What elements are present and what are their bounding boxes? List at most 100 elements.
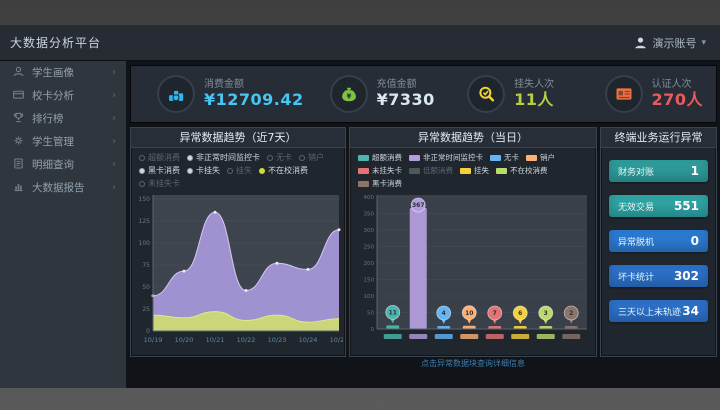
bar[interactable] (462, 325, 476, 329)
legend-label: 挂失 (236, 166, 252, 175)
legend-item-swatch[interactable]: 低额消费 (409, 165, 453, 176)
kpi-strip: 消费金额 ¥12709.42 ¥ 充值金额 ¥7330 挂失人次 11人 认证人次 270人 (130, 65, 717, 123)
app-title: 大数据分析平台 (10, 36, 102, 50)
sidebar-item-trophy[interactable]: 排行榜 › (0, 107, 126, 130)
legend-item-radio[interactable]: 黑卡消费 (139, 165, 180, 176)
legend-item-swatch[interactable]: 超额消费 (358, 152, 402, 163)
legend-item-swatch[interactable]: 未挂失卡 (358, 165, 402, 176)
coins-icon (157, 75, 195, 113)
svg-text:100: 100 (139, 240, 151, 247)
bar[interactable] (386, 325, 400, 329)
svg-text:6: 6 (518, 310, 522, 317)
terminal-anomaly-label: 财务对账 (618, 167, 655, 178)
terminal-anomaly-item[interactable]: 财务对账 1 (609, 160, 708, 182)
legend-radio-dot (139, 180, 145, 187)
legend-radio-dot (259, 167, 265, 174)
sidebar-item-label: 校卡分析 (32, 90, 74, 102)
chart-footer-hint[interactable]: 点击异常数据块查询详细信息 (421, 359, 525, 368)
sidebar-item-user[interactable]: 学生画像 › (0, 61, 126, 84)
legend-item-radio[interactable]: 未挂失卡 (139, 178, 180, 189)
legend-label: 未挂失卡 (148, 179, 180, 188)
chevron-right-icon: › (112, 67, 116, 78)
terminal-anomaly-value: 551 (673, 199, 699, 213)
legend-swatch (358, 154, 369, 161)
legend-label: 非正常时间监控卡 (423, 153, 483, 162)
bar[interactable] (539, 326, 553, 329)
terminal-anomaly-item[interactable]: 异常脱机 0 (609, 230, 708, 252)
legend-item-swatch[interactable]: 销户 (526, 152, 555, 163)
legend-radio-dot (139, 167, 145, 174)
terminal-anomaly-value: 302 (673, 269, 699, 283)
hand-card-icon (467, 75, 506, 113)
terminal-anomaly-label: 异常脱机 (618, 237, 655, 248)
legend-label: 超额消费 (372, 153, 402, 162)
legend-label: 不在校消费 (268, 166, 308, 175)
legend-item-radio[interactable]: 挂失 (227, 165, 252, 176)
kpi-card: 挂失人次 11人 (441, 75, 578, 113)
legend-swatch (358, 180, 369, 187)
panel-trend-today: 异常数据趋势（当日） 超额消费 非正常时间监控卡 无卡 销户未挂失卡 低额消费 挂失 不在校… (349, 127, 597, 368)
kpi-label: 认证人次 (651, 79, 692, 91)
svg-text:100: 100 (364, 294, 375, 300)
bar-chart[interactable]: 0 50 100 150 200 250 300 350 400 11 367 4 10 7 6 3 2 (353, 193, 593, 359)
bar[interactable] (409, 207, 427, 329)
area-chart[interactable]: 0 25 50 75 100 125 150 10/19 10/20 10/21 10/22 10/2… (133, 193, 343, 359)
kpi-text: 挂失人次 11人 (514, 79, 554, 109)
terminal-anomaly-label: 坏卡统计 (618, 272, 655, 283)
kpi-card: ¥ 充值金额 ¥7330 (304, 75, 441, 113)
terminal-anomaly-item[interactable]: 坏卡统计 302 (609, 265, 708, 287)
kpi-value: ¥12709.42 (204, 89, 304, 109)
legend-item-radio[interactable]: 非正常时间监控卡 (187, 152, 260, 163)
legend-label: 黑卡消费 (148, 166, 180, 175)
legend-swatch (496, 167, 507, 174)
legend-item-swatch[interactable]: 挂失 (460, 165, 489, 176)
bar[interactable] (564, 326, 578, 329)
svg-text:11: 11 (389, 310, 397, 317)
legend-swatch (409, 154, 420, 161)
terminal-anomaly-label: 无效交易 (618, 202, 655, 213)
sidebar-item-gear[interactable]: 学生管理 › (0, 130, 126, 153)
chart-today-title: 异常数据趋势（当日） (350, 128, 596, 148)
sidebar-item-card[interactable]: 校卡分析 › (0, 84, 126, 107)
card-icon (12, 88, 25, 104)
legend-item-radio[interactable]: 销户 (299, 152, 324, 163)
chevron-right-icon: › (112, 182, 116, 193)
kpi-label: 挂失人次 (514, 79, 555, 91)
legend-item-swatch[interactable]: 不在校消费 (496, 165, 548, 176)
svg-text:¥: ¥ (346, 92, 351, 100)
sidebar-item-label: 明细查询 (32, 159, 74, 171)
legend-label: 低额消费 (423, 166, 453, 175)
legend-item-swatch[interactable]: 无卡 (490, 152, 519, 163)
sidebar-item-report[interactable]: 大数据报告 › (0, 176, 126, 199)
terminal-anomaly-item[interactable]: 无效交易 551 (609, 195, 708, 217)
user-avatar-icon (634, 36, 647, 49)
svg-text:0: 0 (146, 328, 150, 335)
svg-text:350: 350 (364, 212, 375, 218)
kpi-value: 11人 (514, 89, 554, 109)
sidebar: 学生画像 › 校卡分析 › 排行榜 › 学生管理 › 明细查询 › 大数据报告 › (0, 61, 126, 388)
legend-swatch (526, 154, 537, 161)
legend-radio-dot (187, 167, 193, 174)
user-menu[interactable]: 演示账号 ▾ (634, 35, 720, 51)
sidebar-item-doc[interactable]: 明细查询 › (0, 153, 126, 176)
legend-radio-dot (227, 167, 233, 174)
legend-item-radio[interactable]: 不在校消费 (259, 165, 308, 176)
legend-item-radio[interactable]: 超额消费 (139, 152, 180, 163)
legend-item-radio[interactable]: 无卡 (267, 152, 292, 163)
kpi-label: 消费金额 (204, 79, 244, 91)
terminal-anomaly-item[interactable]: 三天以上未轨迹 34 (609, 300, 708, 322)
area-chart-container: 0 25 50 75 100 125 150 10/19 10/20 10/21 10/22 10/2… (131, 193, 345, 359)
legend-item-swatch[interactable]: 黑卡消费 (358, 178, 402, 189)
chevron-down-icon: ▾ (701, 37, 706, 48)
svg-text:10/23: 10/23 (268, 336, 287, 344)
bar[interactable] (513, 326, 527, 329)
legend-item-swatch[interactable]: 非正常时间监控卡 (409, 152, 483, 163)
bar[interactable] (488, 326, 502, 329)
svg-text:10/22: 10/22 (237, 336, 256, 344)
bar[interactable] (437, 326, 451, 329)
svg-text:7: 7 (493, 310, 497, 317)
legend-item-radio[interactable]: 卡挂失 (187, 165, 220, 176)
sidebar-item-label: 学生管理 (32, 136, 74, 148)
chevron-right-icon: › (112, 90, 116, 101)
